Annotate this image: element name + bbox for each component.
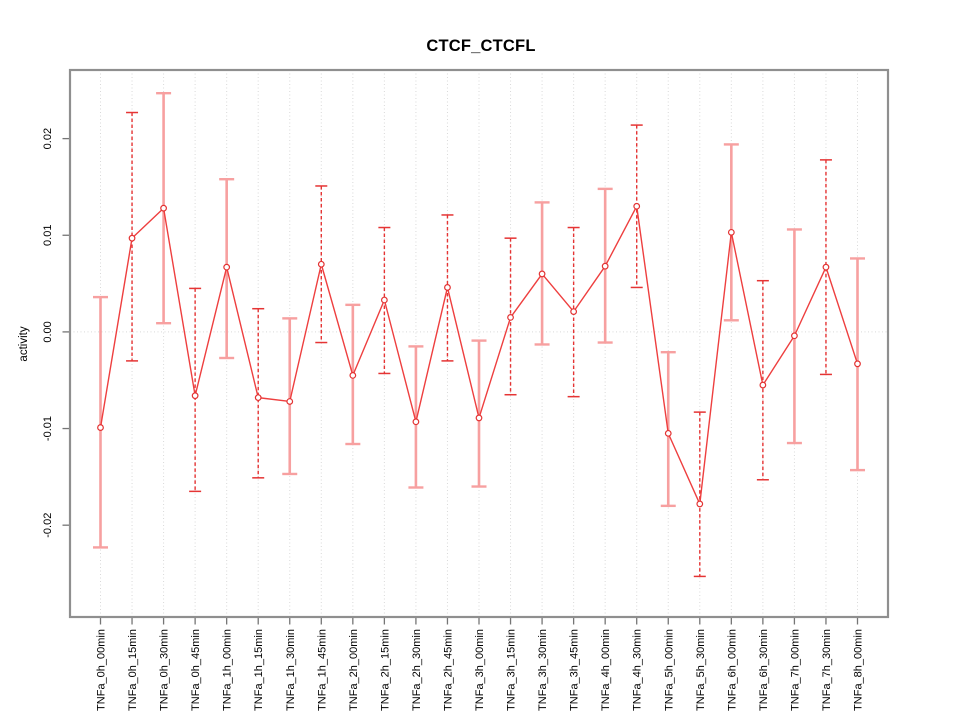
- data-point: [380, 296, 388, 304]
- x-tick-label: TNFa_2h_30min: [411, 629, 423, 711]
- x-tick-label: TNFa_4h_00min: [600, 629, 612, 711]
- data-point: [317, 260, 325, 268]
- data-point: [727, 228, 735, 236]
- x-tick-label: TNFa_2h_15min: [379, 629, 391, 711]
- data-points: [97, 202, 861, 508]
- x-tick-label: TNFa_3h_15min: [506, 629, 518, 711]
- data-point: [97, 424, 104, 431]
- chart-title: CTCF_CTCFL: [426, 37, 535, 55]
- y-tick-label: 0.01: [42, 225, 54, 246]
- x-tick-label: TNFa_8h_00min: [853, 629, 865, 711]
- x-tick-label: TNFa_1h_15min: [253, 629, 265, 711]
- y-tick-labels: -0.02 -0.01 0.00 0.01 0.02: [42, 128, 54, 538]
- y-tick-label: -0.01: [42, 416, 54, 441]
- data-point: [696, 500, 704, 508]
- x-tick-label: TNFa_5h_30min: [695, 629, 707, 711]
- data-point: [223, 263, 231, 271]
- data-point: [854, 360, 861, 368]
- x-tick-label: TNFa_6h_30min: [758, 629, 770, 711]
- x-tick-label: TNFa_3h_30min: [537, 629, 549, 711]
- y-tick-label: 0.00: [42, 321, 54, 342]
- data-point: [475, 414, 483, 422]
- data-point: [128, 234, 136, 242]
- y-tick-label: -0.02: [42, 513, 54, 538]
- x-tick-label: TNFa_6h_00min: [726, 629, 738, 711]
- data-point: [412, 418, 420, 426]
- x-tick-label: TNFa_1h_45min: [316, 629, 328, 711]
- x-tick-label: TNFa_5h_00min: [663, 629, 675, 711]
- data-point: [664, 429, 672, 437]
- data-point: [570, 308, 578, 316]
- data-point: [791, 332, 798, 340]
- x-tick-label: TNFa_0h_45min: [190, 629, 202, 711]
- x-tick-label: TNFa_0h_15min: [127, 629, 139, 711]
- x-tick-label: TNFa_4h_30min: [632, 629, 644, 711]
- plot-border: [68, 68, 890, 619]
- y-tick-label: 0.02: [42, 128, 54, 149]
- data-point: [507, 314, 514, 321]
- data-point: [286, 398, 294, 405]
- data-point: [349, 371, 357, 379]
- axis-ticks: [62, 137, 859, 625]
- data-point: [759, 381, 767, 389]
- data-point: [191, 392, 199, 400]
- x-tick-label: TNFa_3h_00min: [474, 629, 486, 711]
- x-tick-label: TNFa_0h_00min: [96, 629, 108, 711]
- x-tick-label: TNFa_7h_00min: [789, 629, 801, 711]
- data-point: [822, 263, 830, 271]
- x-tick-label: TNFa_2h_45min: [442, 629, 454, 711]
- data-point: [444, 284, 451, 291]
- x-tick-label: TNFa_3h_45min: [569, 629, 581, 711]
- data-point: [254, 394, 262, 402]
- x-tick-label: TNFa_1h_00min: [222, 629, 234, 711]
- x-tick-label: TNFa_2h_00min: [348, 629, 360, 711]
- error-bars: [93, 91, 865, 578]
- x-tick-label: TNFa_1h_30min: [285, 629, 297, 711]
- data-point: [160, 204, 167, 212]
- data-point: [633, 202, 641, 210]
- data-point: [601, 262, 609, 270]
- x-tick-labels: TNFa_0h_00min TNFa_0h_15min TNFa_0h_30min T…: [96, 629, 865, 711]
- x-tick-label: TNFa_0h_30min: [159, 629, 171, 711]
- data-point: [538, 270, 546, 278]
- x-tick-label: TNFa_7h_30min: [821, 629, 833, 711]
- y-axis-title: activity: [18, 326, 30, 361]
